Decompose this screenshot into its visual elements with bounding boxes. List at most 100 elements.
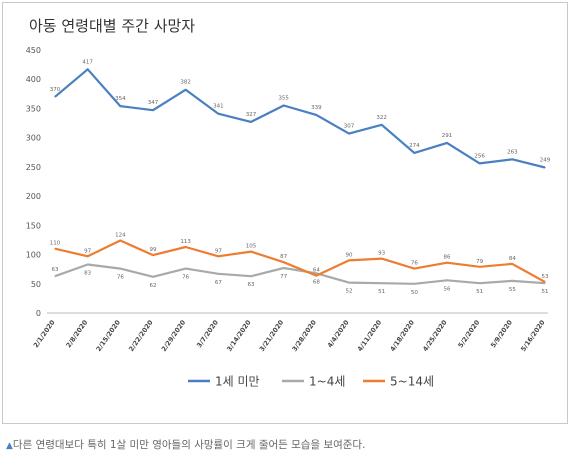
series-line-3 [54, 239, 546, 283]
data-point [446, 279, 448, 281]
data-point [152, 254, 154, 256]
data-point [413, 283, 415, 285]
data-label: 51 [476, 289, 483, 295]
data-point [54, 96, 56, 98]
y-tick-label: 0 [36, 309, 41, 318]
data-label: 77 [280, 274, 287, 280]
data-point [250, 275, 252, 277]
data-label: 97 [215, 248, 222, 254]
data-point [511, 280, 513, 282]
data-point [152, 109, 154, 111]
caption-marker: ▲ [6, 441, 13, 451]
data-label: 56 [444, 286, 451, 292]
data-point [479, 266, 481, 268]
data-label: 76 [182, 275, 189, 281]
data-point [185, 267, 187, 270]
data-label: 354 [115, 96, 126, 102]
data-label: 90 [346, 252, 353, 258]
data-point [348, 132, 350, 135]
data-point [217, 255, 219, 257]
line-chart: 0 50 100 150 200 250 300 350 400 450 2/1/2020 2/8/2… [26, 46, 551, 389]
x-tick-label: 3/28/2020 [291, 318, 319, 353]
y-tick-label: 150 [26, 221, 41, 230]
legend-label: 5~14세 [390, 375, 434, 389]
data-label: 76 [411, 261, 418, 267]
caption: ▲다른 연령대보다 특히 1살 미만 영아들의 사망률이 크게 줄어든 모습을 … [6, 437, 365, 452]
data-label: 341 [213, 104, 224, 110]
x-tick-label: 5/9/2020 [489, 318, 514, 349]
x-tick-label: 2/1/2020 [32, 318, 57, 349]
data-point [381, 124, 383, 126]
x-tick-label: 5/2/2020 [456, 318, 481, 349]
data-label: 113 [180, 239, 191, 245]
data-point [446, 262, 448, 264]
data-point [283, 267, 285, 269]
series-line-2 [54, 263, 546, 285]
data-point [217, 113, 219, 115]
data-point [315, 272, 317, 274]
y-tick-label: 300 [26, 134, 41, 143]
data-point [185, 246, 187, 248]
data-label: 51 [378, 289, 385, 295]
data-point [119, 105, 121, 107]
data-point [119, 267, 121, 270]
data-label: 68 [313, 279, 320, 285]
legend-label: 1~4세 [309, 375, 345, 389]
data-point [348, 259, 350, 261]
data-label: 249 [540, 157, 551, 163]
data-point [348, 282, 350, 284]
data-label: 105 [246, 244, 257, 250]
y-tick-label: 350 [26, 104, 41, 113]
data-label: 55 [509, 287, 516, 293]
series-line-1 [54, 68, 546, 169]
data-point [511, 263, 513, 265]
data-label: 83 [84, 270, 91, 276]
data-point [152, 276, 154, 278]
data-label: 274 [409, 143, 420, 149]
data-label: 93 [378, 251, 385, 257]
data-label: 62 [150, 283, 157, 289]
data-label: 382 [180, 80, 191, 86]
chart-title: 아동 연령대별 주간 사망자 [29, 17, 196, 35]
caption-text: 다른 연령대보다 특히 1살 미만 영아들의 사망률이 크게 줄어든 모습을 보… [12, 439, 366, 451]
data-label: 110 [50, 241, 61, 247]
data-label: 86 [444, 255, 451, 261]
data-label: 263 [507, 149, 518, 155]
data-label: 67 [215, 280, 222, 286]
data-label: 63 [248, 282, 255, 288]
data-point [87, 255, 89, 257]
data-point [185, 89, 187, 91]
data-label: 76 [117, 275, 124, 281]
y-tick-label: 450 [26, 46, 41, 55]
data-label: 51 [542, 289, 549, 295]
x-tick-label: 2/15/2020 [95, 318, 123, 353]
x-tick-label: 3/7/2020 [195, 318, 220, 349]
data-label: 347 [148, 100, 159, 106]
data-point [54, 275, 56, 277]
y-tick-label: 200 [26, 192, 41, 201]
data-label: 417 [82, 59, 93, 65]
data-label: 97 [84, 248, 91, 254]
x-tick-label: 3/14/2020 [225, 318, 253, 353]
data-label: 84 [509, 256, 516, 262]
y-tick-label: 250 [26, 163, 41, 172]
data-label: 256 [474, 153, 485, 159]
data-label: 50 [411, 290, 418, 296]
data-label: 307 [344, 124, 355, 130]
data-label: 124 [115, 233, 126, 239]
data-label: 99 [150, 247, 157, 253]
x-tick-label: 2/22/2020 [127, 318, 155, 353]
x-tick-label: 5/16/2020 [519, 318, 547, 353]
data-label: 370 [50, 87, 61, 93]
x-tick-label: 4/4/2020 [326, 318, 351, 349]
data-point [54, 248, 56, 250]
data-point [446, 142, 448, 144]
data-point [283, 261, 285, 263]
data-point [315, 114, 317, 116]
x-tick-label: 3/21/2020 [258, 318, 286, 353]
chart-frame: 아동 연령대별 주간 사망자 [2, 2, 568, 424]
data-point [381, 282, 383, 284]
y-tick-label: 400 [26, 75, 41, 84]
data-point [544, 282, 546, 284]
x-tick-label: 4/25/2020 [421, 318, 449, 353]
